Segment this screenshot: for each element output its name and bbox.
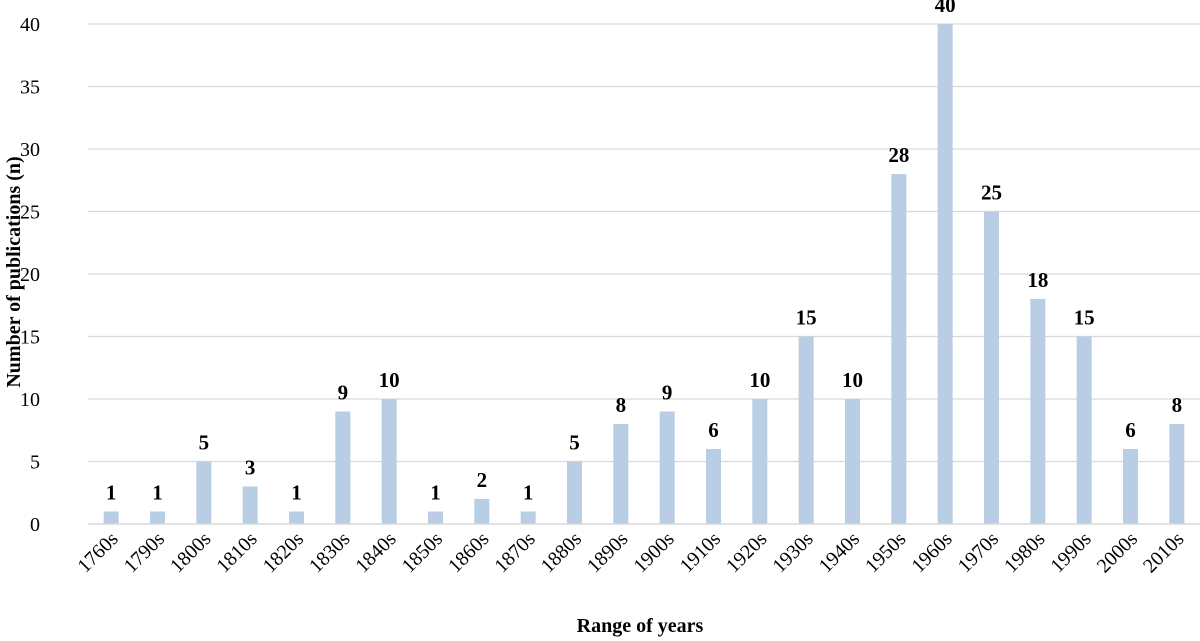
x-tick-label-1930s: 1930s [768,528,817,577]
data-label-1800s: 5 [199,431,210,455]
y-tick-label: 20 [20,264,40,286]
bar-1920s [752,399,768,524]
y-tick-label: 35 [20,77,40,99]
data-label-1880s: 5 [569,431,580,455]
x-tick-label-1990s: 1990s [1046,528,1095,577]
bar-1980s [1030,299,1046,524]
bar-1860s [474,499,490,524]
data-label-1950s: 28 [888,143,909,167]
y-tick-label: 40 [20,14,40,36]
data-label-1960s: 40 [935,0,956,17]
data-label-1940s: 10 [842,368,863,392]
data-label-2000s: 6 [1125,418,1136,442]
bar-1940s [845,399,860,524]
data-label-1840s: 10 [379,368,400,392]
bar-1830s [335,411,351,524]
bar-1880s [567,461,582,524]
bar-1840s [381,399,397,524]
x-tick-label-1760s: 1760s [73,528,122,577]
y-axis-ticks: 0 5 10 15 20 25 30 35 40 [20,14,40,536]
bar-1970s [984,211,999,524]
x-tick-label-1850s: 1850s [398,528,447,577]
bar-1760s [103,511,119,524]
data-label-1920s: 10 [749,368,770,392]
gridlines [88,23,1200,463]
x-tick-label-1960s: 1960s [907,528,956,577]
x-tick-label-1790s: 1790s [120,528,169,577]
bar-1900s [659,411,675,524]
data-label-1870s: 1 [523,481,534,505]
bar-1800s [196,461,212,524]
data-label-1760s: 1 [106,481,117,505]
data-label-1790s: 1 [152,481,163,505]
bar-1960s [937,24,953,524]
data-label-2010s: 8 [1172,393,1183,417]
x-tick-label-1920s: 1920s [722,528,771,577]
x-tick-label-1940s: 1940s [815,528,864,577]
y-tick-label: 0 [30,514,40,536]
data-label-1930s: 15 [796,306,817,330]
bar-2000s [1123,449,1138,524]
data-label-1980s: 18 [1027,268,1048,292]
bar-1810s [242,486,258,524]
data-label-1810s: 3 [245,456,256,480]
data-label-1850s: 1 [430,481,441,505]
data-label-1910s: 6 [708,418,719,442]
x-tick-label-1970s: 1970s [954,528,1003,577]
x-axis-ticks: 1760s1790s1800s1810s1820s1830s1840s1850s… [73,528,1188,577]
x-tick-label-1980s: 1980s [1000,528,1049,577]
x-tick-label-1910s: 1910s [676,528,725,577]
y-tick-label: 30 [20,139,40,161]
y-tick-label: 25 [20,202,40,224]
data-label-1860s: 2 [477,468,488,492]
data-label-1990s: 15 [1074,306,1095,330]
data-label-1900s: 9 [662,381,673,405]
x-tick-label-1880s: 1880s [537,528,586,577]
bar-1910s [706,449,721,524]
x-tick-label-1950s: 1950s [861,528,910,577]
x-tick-label-1800s: 1800s [166,528,215,577]
x-tick-label-1870s: 1870s [490,528,539,577]
x-tick-label-1810s: 1810s [212,528,261,577]
bar-1990s [1076,336,1092,524]
data-label-1820s: 1 [291,481,302,505]
y-tick-label: 15 [20,327,40,349]
bar-1870s [520,511,536,524]
y-tick-label: 5 [30,452,40,474]
x-tick-label-1860s: 1860s [444,528,493,577]
bar-1950s [891,174,907,524]
bar-2010s [1169,424,1185,524]
bar-1850s [428,511,443,524]
y-tick-label: 10 [20,389,40,411]
bars [103,24,1185,524]
x-tick-label-1840s: 1840s [351,528,400,577]
x-tick-label-2000s: 2000s [1093,528,1142,577]
y-axis-title: Number of publications (n) [3,156,25,387]
x-tick-label-1830s: 1830s [305,528,354,577]
x-tick-label-1900s: 1900s [629,528,678,577]
x-axis-title: Range of years [577,615,704,637]
data-label-1970s: 25 [981,181,1002,205]
x-tick-label-2010s: 2010s [1139,528,1188,577]
bar-1820s [289,511,304,524]
bar-1790s [150,511,165,524]
bar-1890s [613,424,629,524]
data-label-1890s: 8 [616,393,627,417]
bar-1930s [798,336,814,524]
data-label-1830s: 9 [338,381,349,405]
x-tick-label-1890s: 1890s [583,528,632,577]
x-tick-label-1820s: 1820s [259,528,308,577]
